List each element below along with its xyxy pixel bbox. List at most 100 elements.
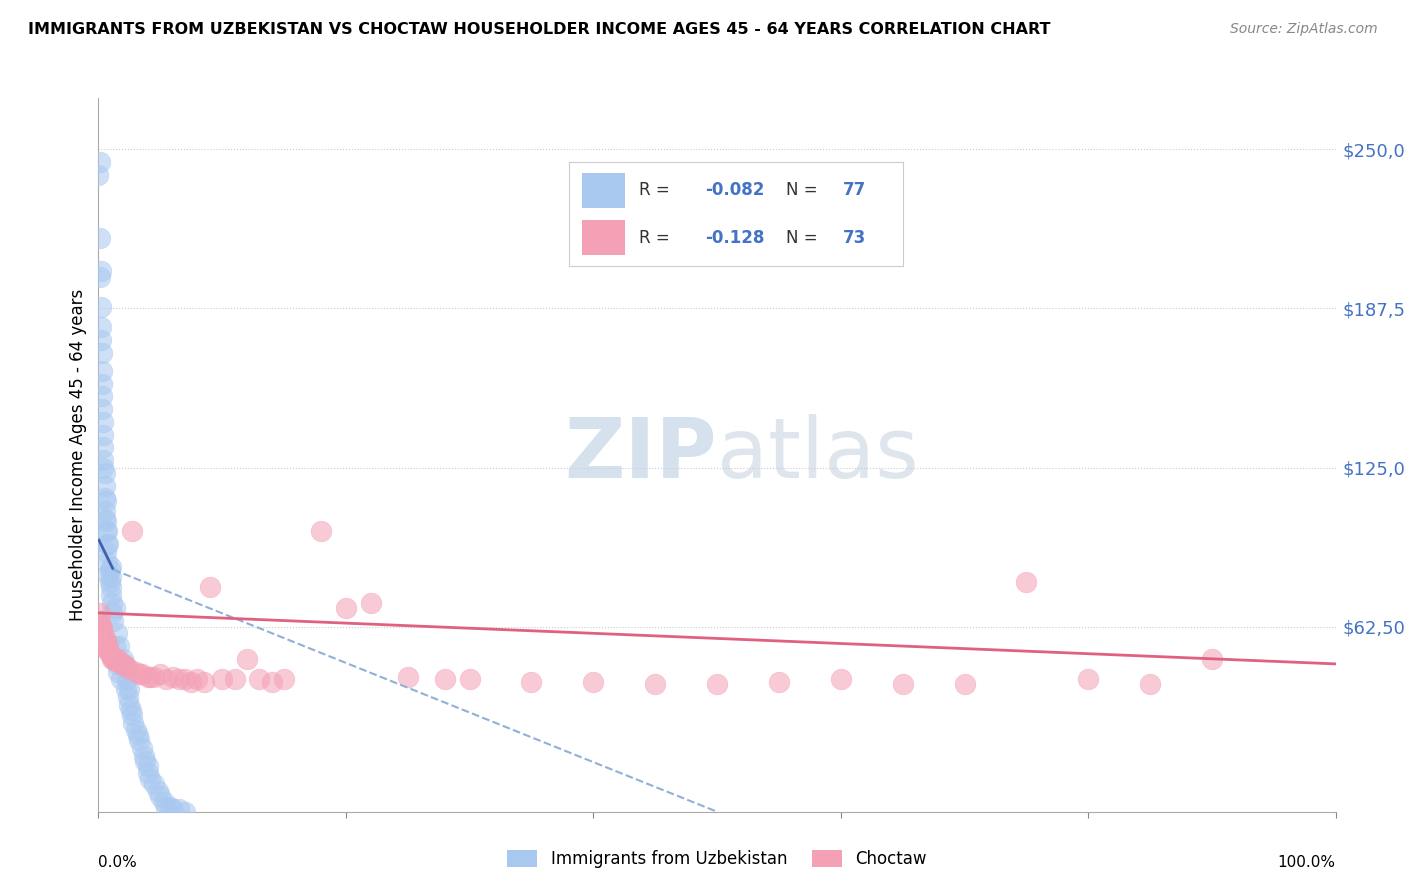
Point xyxy=(211,672,233,686)
Point xyxy=(186,672,208,686)
Point xyxy=(136,670,159,684)
Point xyxy=(360,596,382,610)
Point xyxy=(112,657,135,671)
Text: 0.0%: 0.0% xyxy=(98,855,138,870)
Point xyxy=(97,567,120,582)
Point xyxy=(768,674,790,689)
Point xyxy=(96,537,118,551)
Point xyxy=(90,320,112,334)
Point xyxy=(103,600,125,615)
Point xyxy=(89,606,111,620)
Point xyxy=(136,759,159,773)
Point xyxy=(309,524,332,539)
Point xyxy=(114,682,136,697)
Point xyxy=(167,802,190,816)
Point xyxy=(224,672,246,686)
Point xyxy=(98,647,121,661)
Point xyxy=(96,524,118,539)
Point xyxy=(101,652,124,666)
Point xyxy=(134,754,156,768)
Point xyxy=(89,231,111,245)
Point xyxy=(139,772,162,786)
Point xyxy=(159,799,181,814)
Point xyxy=(105,657,128,671)
Text: 100.0%: 100.0% xyxy=(1278,855,1336,870)
Point xyxy=(93,427,115,442)
Point xyxy=(124,723,146,738)
Text: atlas: atlas xyxy=(717,415,918,495)
Point xyxy=(118,662,141,676)
Point xyxy=(110,657,132,671)
Point xyxy=(100,570,122,584)
Point xyxy=(108,639,131,653)
Point xyxy=(112,652,135,666)
Point xyxy=(153,795,176,809)
Point xyxy=(706,677,728,691)
Point xyxy=(458,672,481,686)
Point xyxy=(121,524,143,539)
Point xyxy=(155,799,177,814)
Point xyxy=(136,766,159,780)
Point xyxy=(89,154,111,169)
Point xyxy=(128,733,150,747)
Point xyxy=(112,657,135,671)
Point xyxy=(91,346,114,360)
Point xyxy=(105,652,128,666)
Point xyxy=(1077,672,1099,686)
Point xyxy=(91,376,114,391)
Point xyxy=(93,636,115,650)
Point xyxy=(89,269,111,284)
Point xyxy=(93,511,115,525)
Point xyxy=(90,333,112,347)
Point xyxy=(162,802,184,816)
Point xyxy=(155,672,177,686)
Point xyxy=(247,672,270,686)
Text: IMMIGRANTS FROM UZBEKISTAN VS CHOCTAW HOUSEHOLDER INCOME AGES 45 - 64 YEARS CORR: IMMIGRANTS FROM UZBEKISTAN VS CHOCTAW HO… xyxy=(28,22,1050,37)
Point xyxy=(146,784,169,798)
Point xyxy=(260,674,283,689)
Point xyxy=(91,402,114,417)
Point xyxy=(180,674,202,689)
Point xyxy=(174,805,197,819)
Point xyxy=(93,466,115,480)
Point xyxy=(94,545,117,559)
Point xyxy=(90,626,112,640)
Legend: Immigrants from Uzbekistan, Choctaw: Immigrants from Uzbekistan, Choctaw xyxy=(501,843,934,875)
Point xyxy=(193,674,215,689)
Point xyxy=(90,300,112,314)
Point xyxy=(93,415,115,429)
Text: ZIP: ZIP xyxy=(565,415,717,495)
Point xyxy=(105,626,128,640)
Point xyxy=(198,581,221,595)
Point xyxy=(104,652,127,666)
Point xyxy=(273,672,295,686)
Point xyxy=(97,537,120,551)
Point xyxy=(101,606,124,620)
Point xyxy=(167,672,190,686)
Point xyxy=(134,748,156,763)
Point xyxy=(100,588,122,602)
Point xyxy=(90,264,112,278)
Point xyxy=(128,667,150,681)
Point xyxy=(100,560,122,574)
Point xyxy=(104,654,127,668)
Point xyxy=(830,672,852,686)
Point xyxy=(97,639,120,653)
Point xyxy=(96,641,118,656)
Point xyxy=(1015,575,1038,590)
Point xyxy=(644,677,666,691)
Point xyxy=(87,614,110,628)
Point xyxy=(103,614,125,628)
Point xyxy=(118,682,141,697)
Point xyxy=(91,632,114,646)
Point xyxy=(91,364,114,378)
Point xyxy=(1201,652,1223,666)
Point xyxy=(93,491,115,506)
Point xyxy=(162,670,184,684)
Y-axis label: Householder Income Ages 45 - 64 years: Householder Income Ages 45 - 64 years xyxy=(69,289,87,621)
Point xyxy=(891,677,914,691)
Point xyxy=(91,389,114,403)
Point xyxy=(107,654,129,668)
Point xyxy=(149,667,172,681)
Point xyxy=(98,575,121,590)
